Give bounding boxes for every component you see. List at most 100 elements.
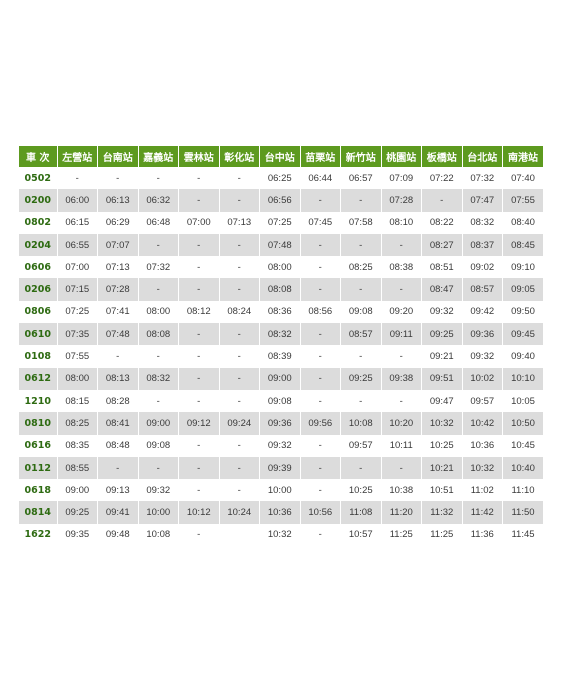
departure-time-cell: 09:08 [138, 434, 179, 457]
table-row: 0610 07:35 07:48 08:08- -08:32-08:57 09:11 09:… [19, 323, 543, 346]
table-row: 1210 08:15 08:28- - -09:08- - -09:47 09:57 10:05 [19, 389, 543, 413]
table-row: 0612 08:00 08:13 08:32- -09:00-09:25 09:38 09:… [19, 367, 543, 390]
no-stop-cell: - [178, 323, 220, 346]
departure-time-cell: 09:21 [421, 345, 463, 368]
departure-time-cell: 07:32 [138, 256, 179, 279]
no-stop-cell: - [219, 479, 260, 502]
no-stop-cell: - [340, 278, 382, 301]
header-station: 板橋站 [421, 146, 463, 167]
header-station: 台南站 [97, 146, 139, 167]
departure-time-cell: 06:44 [300, 167, 341, 190]
departure-time-cell: 07:47 [462, 189, 503, 212]
header-station: 嘉義站 [138, 146, 179, 167]
train-number-cell: 0814 [19, 501, 58, 524]
no-stop-cell: - [340, 189, 382, 212]
departure-time-cell: 07:28 [97, 278, 139, 301]
no-stop-cell: - [300, 523, 341, 547]
departure-time-cell: 06:57 [340, 167, 382, 190]
departure-time-cell: 10:08 [340, 412, 382, 435]
departure-time-cell: 09:08 [259, 389, 301, 413]
table-row: 0806 07:25 07:41 08:00 08:12 08:24 08:36 08:56 0… [19, 300, 543, 324]
train-number-cell: 1210 [19, 389, 58, 413]
departure-time-cell: 11:32 [421, 501, 463, 524]
train-number-cell: 0610 [19, 323, 58, 346]
departure-time-cell: 10:32 [462, 456, 503, 480]
departure-time-cell: 09:36 [259, 412, 301, 435]
table-row: 0502- - - - -06:25 06:44 06:57 07:09 07:22 07:32 0… [19, 167, 543, 190]
departure-time-cell: 07:58 [340, 211, 382, 234]
departure-time-cell: 10:57 [340, 523, 382, 547]
table-row: 0814 09:25 09:41 10:00 10:12 10:24 10:36 10:56 1… [19, 501, 543, 524]
header-station: 南港站 [502, 146, 543, 167]
departure-time-cell: 09:50 [511, 306, 535, 318]
departure-time-cell: 10:00 [259, 479, 301, 502]
departure-time-cell: 08:35 [57, 434, 98, 457]
departure-time-cell: 10:10 [502, 367, 543, 390]
train-number-cell: 0802 [19, 211, 58, 234]
departure-time-cell: 08:51 [421, 256, 463, 279]
departure-time-cell: 06:13 [97, 189, 139, 212]
departure-time-cell: 11:02 [462, 479, 503, 502]
no-stop-cell: - [97, 456, 139, 480]
departure-time-cell: 09:39 [259, 456, 301, 480]
no-stop-cell: - [138, 167, 179, 190]
no-stop-cell: - [219, 256, 260, 279]
departure-time-cell: 07:13 [219, 211, 260, 234]
table-row: 0606 07:00 07:13 07:32- -08:00-08:25 08:38 08:… [19, 256, 543, 279]
departure-time-cell: 10:32 [421, 412, 463, 435]
no-stop-cell: - [178, 479, 220, 502]
departure-time-cell: 09:35 [57, 523, 98, 547]
no-stop-cell: - [219, 345, 260, 368]
departure-time-cell: 07:55 [57, 345, 98, 368]
header-station: 雲林站 [178, 146, 220, 167]
no-stop-cell: - [219, 389, 260, 413]
no-stop-cell: - [381, 389, 422, 413]
train-number-cell: 0200 [19, 189, 58, 212]
no-stop-cell: - [178, 233, 220, 257]
no-stop-cell: - [138, 389, 179, 413]
departure-time-cell: 07:09 [381, 167, 422, 190]
departure-time-cell: 07:48 [259, 233, 301, 257]
departure-time-cell: 10:56 [300, 501, 341, 524]
departure-time-cell: 10:40 [502, 456, 543, 480]
no-stop-cell: - [57, 167, 98, 190]
departure-time-cell: 10:25 [421, 434, 463, 457]
no-stop-cell: - [178, 345, 220, 368]
no-stop-cell: - [178, 434, 220, 457]
departure-time-cell: 10:32 [259, 523, 301, 547]
departure-time-cell: 11:36 [462, 523, 503, 547]
no-stop-cell: - [300, 189, 341, 212]
table-body: 0502- - - - -06:25 06:44 06:57 07:09 07:22 07:32 0… [19, 167, 543, 547]
no-stop-cell: - [381, 278, 422, 301]
departure-time-cell: 06:15 [57, 211, 98, 234]
no-stop-cell: - [219, 434, 260, 457]
no-stop-cell: - [219, 456, 260, 480]
departure-time-cell: 11:25 [381, 523, 422, 547]
departure-time-cell: 10:00 [138, 501, 179, 524]
departure-time-cell: 08:10 [381, 211, 422, 234]
header-station: 新竹站 [340, 146, 382, 167]
departure-time-cell: 06:00 [57, 189, 98, 212]
departure-time-cell: 09:00 [138, 412, 179, 435]
departure-time-cell: 08:32 [138, 367, 179, 390]
departure-time-cell: 11:10 [511, 484, 535, 496]
no-stop-cell: - [219, 323, 260, 346]
departure-time-cell: 10:36 [462, 434, 503, 457]
header-train-number: 車 次 [19, 146, 58, 167]
departure-time-cell: 09:32 [462, 345, 503, 368]
departure-time-cell: 07:22 [421, 167, 463, 190]
departure-time-cell: 06:56 [259, 189, 301, 212]
departure-time-cell: 10:51 [421, 479, 463, 502]
departure-time-cell: 07:07 [97, 233, 139, 257]
no-stop-cell: - [300, 456, 341, 480]
departure-time-cell: 09:00 [57, 479, 98, 502]
no-stop-cell: - [381, 233, 422, 257]
departure-time-cell: 09:25 [421, 323, 463, 346]
no-stop-cell: - [138, 233, 179, 257]
departure-time-cell: 08:25 [57, 412, 98, 435]
no-stop-cell: - [219, 367, 260, 390]
departure-time-cell: 08:47 [421, 278, 463, 301]
departure-time-cell: 07:00 [57, 256, 98, 279]
departure-time-cell: 11:42 [462, 501, 503, 524]
train-number-cell: 0204 [19, 233, 58, 257]
